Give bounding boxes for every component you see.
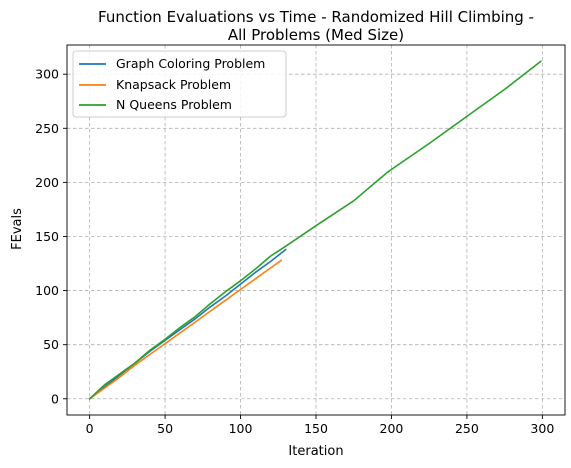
legend-label-graph-coloring: Graph Coloring Problem xyxy=(116,56,265,71)
series-line-graph-coloring-problem xyxy=(88,248,287,400)
grid xyxy=(67,45,565,415)
series-line-knapsack-problem xyxy=(88,259,283,400)
y-tick-label: 200 xyxy=(35,175,59,190)
y-tick-label: 300 xyxy=(35,67,59,82)
series-line-n-queens-problem xyxy=(88,60,542,400)
y-tick-label: 50 xyxy=(43,337,59,352)
y-tick-label: 0 xyxy=(51,391,59,406)
y-tick-label: 150 xyxy=(35,229,59,244)
x-tick-label: 0 xyxy=(86,421,94,436)
y-axis-title: FEvals xyxy=(10,208,25,250)
x-tick-label: 100 xyxy=(229,421,253,436)
y-tick-label: 100 xyxy=(35,283,59,298)
x-axis-title: Iteration xyxy=(288,444,343,459)
chart-title-line-2: All Problems (Med Size) xyxy=(228,26,404,44)
x-tick-label: 200 xyxy=(380,421,404,436)
series-lines xyxy=(88,60,542,400)
legend-label-n-queens: N Queens Problem xyxy=(116,97,232,112)
chart-title-line-1: Function Evaluations vs Time - Randomize… xyxy=(98,8,534,26)
y-tick-label: 250 xyxy=(35,121,59,136)
axis-ticks: 0 50 100 150 200 250 300 0 50 100 150 200 250 300 xyxy=(35,67,554,436)
legend-label-knapsack: Knapsack Problem xyxy=(116,77,231,92)
legend: Graph Coloring Problem Knapsack Problem … xyxy=(72,50,287,118)
x-tick-label: 50 xyxy=(157,421,173,436)
x-tick-label: 300 xyxy=(530,421,554,436)
legend-box xyxy=(72,50,287,118)
x-tick-label: 150 xyxy=(304,421,328,436)
x-tick-label: 250 xyxy=(455,421,479,436)
